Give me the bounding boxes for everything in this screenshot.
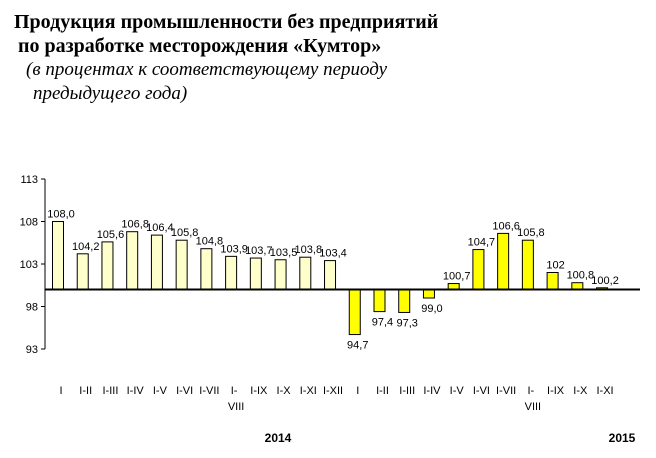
year-label-2015: 2015 [609, 431, 636, 445]
x-category-label: I-XI [596, 385, 613, 397]
x-category-label: I- [528, 385, 535, 397]
data-label: 106,6 [492, 220, 520, 232]
x-category-label: I-VII [199, 385, 219, 397]
bar [175, 239, 188, 290]
chart-title-line-2: по разработке месторождения «Кумтор» [18, 35, 382, 57]
x-category-label: I [356, 385, 359, 397]
chart-title-block: Продукция промышленности без предприятий… [14, 10, 438, 106]
x-category-label: I-V [153, 385, 168, 397]
bar [200, 248, 213, 290]
bar [52, 221, 64, 290]
data-label: 103,7 [245, 245, 273, 257]
x-category-label: I-III [103, 385, 119, 397]
x-category-label: I-VII [496, 385, 516, 397]
bar [126, 231, 139, 290]
y-tick-label: 108 [20, 217, 38, 229]
x-category-label-line2: VIII [525, 401, 542, 413]
x-category-label: I-V [450, 385, 465, 397]
data-label: 102 [546, 260, 564, 272]
x-category-label: I-IX [547, 385, 565, 397]
data-label: 104,2 [72, 241, 100, 253]
y-tick-label: 103 [20, 259, 38, 271]
data-label: 103,9 [220, 243, 248, 255]
data-label: 103,4 [319, 248, 347, 260]
bar [422, 289, 435, 299]
x-category-label: I-II [376, 385, 389, 397]
data-label: 108,0 [47, 209, 75, 221]
x-category-label: I- [231, 385, 238, 397]
data-label: 103,8 [295, 244, 323, 256]
data-label: 97,4 [372, 317, 393, 329]
x-category-label: I-X [573, 385, 588, 397]
bar [324, 260, 337, 291]
data-label: 104,8 [196, 236, 224, 248]
x-category-label: I [59, 385, 62, 397]
bar [150, 234, 163, 291]
bar [398, 289, 411, 313]
chart-subtitle-line-1: (в процентах к соответствующему периоду [26, 59, 388, 80]
bar [249, 257, 262, 290]
bar [225, 255, 238, 291]
y-tick-label: 93 [26, 344, 38, 356]
x-category-label: I-III [399, 385, 415, 397]
bar [497, 232, 510, 290]
data-label: 105,8 [517, 227, 545, 239]
x-category-label: I-XI [300, 385, 317, 397]
bar [101, 241, 114, 290]
data-label: 100,8 [567, 270, 595, 282]
x-category-label: I-IX [250, 385, 268, 397]
x-category-label: I-II [79, 385, 92, 397]
bar [571, 282, 584, 291]
data-label: 105,8 [171, 227, 199, 239]
bar [472, 249, 485, 291]
x-category-label: I-VI [176, 385, 193, 397]
chart-subtitle-line-2: предыдущего года) [33, 83, 188, 104]
x-category-label: I-VI [473, 385, 490, 397]
bar [299, 256, 312, 291]
x-category-label: I-X [277, 385, 292, 397]
year-label-2014: 2014 [265, 431, 292, 445]
data-label: 97,3 [397, 317, 418, 329]
bar [348, 289, 361, 336]
data-label: 104,7 [468, 237, 496, 249]
bar [546, 272, 559, 290]
bar [373, 289, 386, 313]
data-label: 103,5 [270, 247, 298, 259]
data-label: 106,8 [121, 219, 149, 231]
data-label: 105,6 [97, 229, 125, 241]
y-tick-label: 98 [26, 302, 38, 314]
data-label: 100,7 [443, 271, 471, 283]
bar [521, 239, 534, 290]
bar [274, 259, 287, 290]
data-label: 106,4 [146, 222, 174, 234]
x-category-label: I-XII [323, 385, 343, 397]
bar [76, 253, 89, 291]
data-label: 94,7 [347, 340, 368, 352]
y-tick-label: 113 [20, 174, 38, 186]
data-label: 99,0 [421, 303, 442, 315]
x-category-label: I-IV [127, 385, 145, 397]
x-category-label-line2: VIII [228, 401, 245, 413]
data-label: 100,2 [591, 275, 619, 287]
chart-title-line-1: Продукция промышленности без предприятий [14, 11, 439, 33]
x-category-label: I-IV [423, 385, 441, 397]
